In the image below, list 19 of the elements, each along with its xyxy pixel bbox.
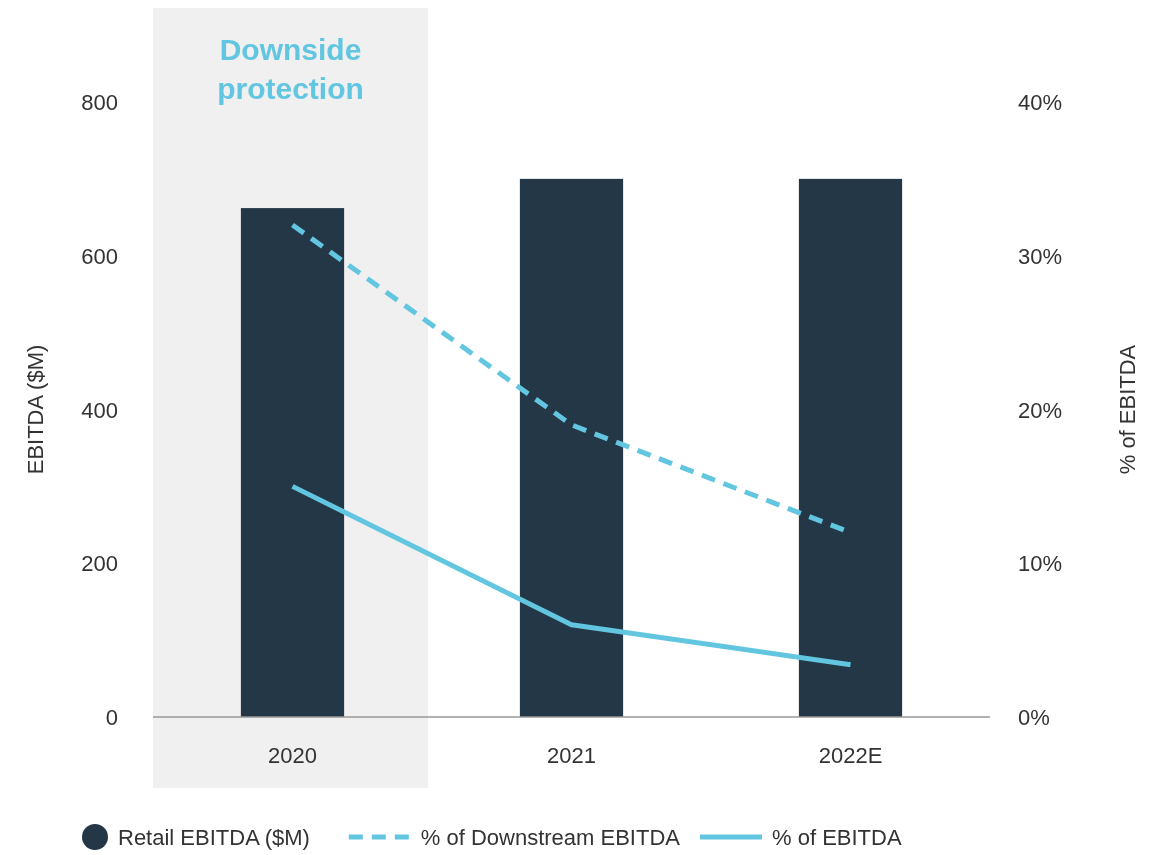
y-tick-label: 400	[81, 397, 118, 423]
y-axis-title: EBITDA ($M)	[23, 344, 48, 475]
legend-label: % of EBITDA	[772, 825, 902, 850]
y-tick-label: 600	[81, 243, 118, 269]
y2-tick-label: 0%	[1018, 705, 1050, 730]
y2-tick-label: 10%	[1018, 551, 1063, 577]
y-tick-label: 800	[81, 90, 118, 115]
y-tick-label: 200	[81, 551, 118, 577]
y2-axis-title: % of EBITDA	[1115, 344, 1140, 475]
band-label: Downside protection	[217, 33, 364, 105]
x-tick-label: 2021	[547, 743, 596, 768]
legend-label: % of Downstream EBITDA	[420, 825, 681, 850]
y2-tick-label: 20%	[1018, 397, 1063, 423]
y-tick-label: 0	[105, 705, 118, 730]
x-tick-label: 2022E	[818, 743, 883, 768]
x-tick-label: 2020	[268, 743, 317, 768]
y2-tick-label: 40%	[1018, 90, 1063, 115]
legend-label: Retail EBITDA ($M)	[118, 825, 310, 850]
y2-tick-label: 30%	[1018, 243, 1063, 269]
